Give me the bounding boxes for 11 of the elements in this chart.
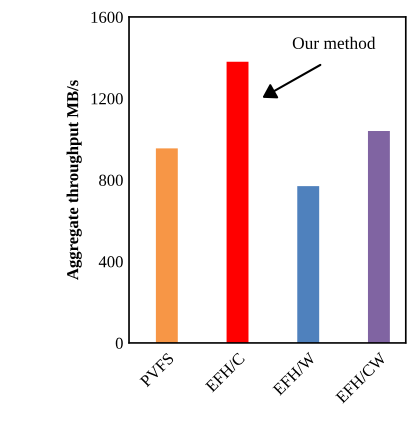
- bar: [156, 148, 178, 343]
- bar: [297, 186, 320, 343]
- y-tick-label: 400: [98, 256, 123, 268]
- y-axis-title: Aggregate throughput MB/s: [66, 80, 82, 280]
- bar: [368, 131, 390, 343]
- y-tick-label: 1200: [92, 93, 123, 104]
- annotation: Our method: [292, 36, 376, 50]
- bar: [226, 62, 248, 343]
- y-tick-label: 1600: [92, 12, 123, 23]
- y-tick-label: 0: [116, 338, 123, 349]
- y-tick-label: 800: [99, 174, 123, 186]
